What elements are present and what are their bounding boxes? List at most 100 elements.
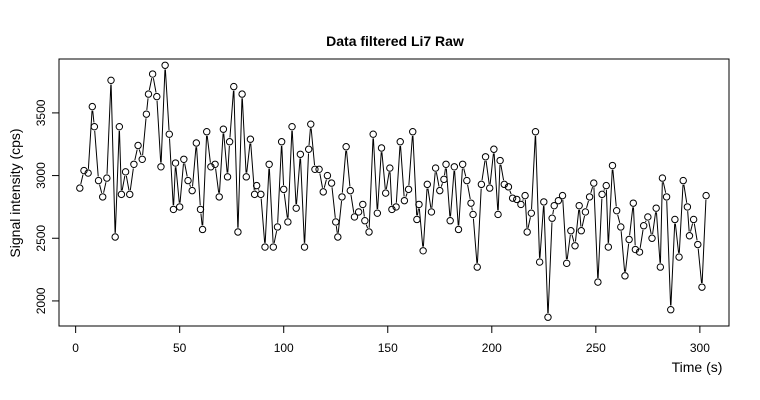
data-point xyxy=(685,232,694,240)
data-point xyxy=(473,263,481,271)
data-point xyxy=(192,139,201,147)
data-point xyxy=(667,306,675,314)
y-tick-label: 3500 xyxy=(34,99,48,126)
data-point xyxy=(315,165,323,174)
data-point xyxy=(494,210,502,219)
data-point xyxy=(277,138,286,146)
data-point xyxy=(280,185,288,194)
data-point xyxy=(598,190,606,199)
data-point xyxy=(535,258,544,266)
data-point xyxy=(94,176,103,185)
data-point xyxy=(288,122,296,131)
data-point xyxy=(292,204,300,212)
data-point xyxy=(671,215,679,224)
data-point xyxy=(88,102,96,111)
data-point xyxy=(252,181,261,190)
data-point xyxy=(153,92,161,101)
y-tick-label: 2500 xyxy=(34,225,48,252)
data-point xyxy=(117,190,126,199)
data-point xyxy=(373,209,382,217)
data-point xyxy=(250,190,259,199)
x-axis-label: Time (s) xyxy=(672,359,723,375)
data-point xyxy=(656,263,665,271)
data-point xyxy=(679,176,687,185)
data-point xyxy=(621,272,629,280)
data-point xyxy=(121,168,130,176)
data-point xyxy=(311,165,319,174)
data-point xyxy=(431,164,440,172)
data-point xyxy=(550,201,558,210)
data-point xyxy=(427,208,436,216)
data-point xyxy=(350,213,359,221)
data-point xyxy=(215,193,223,201)
data-point xyxy=(612,206,621,215)
data-point xyxy=(648,234,656,242)
data-point xyxy=(513,195,521,204)
data-point xyxy=(469,210,477,219)
data-point xyxy=(477,180,486,189)
data-point xyxy=(544,313,552,321)
data-point xyxy=(327,179,336,187)
data-point xyxy=(694,240,702,249)
x-tick-label: 250 xyxy=(586,341,606,355)
data-point xyxy=(361,217,369,225)
data-point xyxy=(207,163,215,171)
data-point xyxy=(242,173,250,181)
data-point xyxy=(246,135,255,143)
data-point xyxy=(323,171,332,180)
data-point xyxy=(490,145,498,153)
data-point xyxy=(590,179,598,187)
data-point xyxy=(84,169,92,177)
data-point xyxy=(388,205,396,214)
data-point xyxy=(180,155,188,163)
data-point xyxy=(440,175,448,184)
data-point xyxy=(211,160,219,169)
data-point xyxy=(144,90,153,98)
data-point xyxy=(602,181,610,190)
x-tick-label: 0 xyxy=(72,341,79,355)
data-point xyxy=(508,194,517,202)
data-point xyxy=(138,155,146,163)
data-point xyxy=(458,160,467,169)
data-point xyxy=(99,193,107,201)
data-point xyxy=(300,243,309,251)
data-point xyxy=(161,61,169,69)
data-point xyxy=(698,283,706,291)
data-point xyxy=(175,203,184,211)
data-point xyxy=(517,200,525,209)
data-point xyxy=(486,184,494,192)
data-point xyxy=(554,196,563,205)
data-point xyxy=(273,223,282,231)
data-point xyxy=(575,201,583,210)
data-point xyxy=(265,160,273,169)
data-point xyxy=(354,208,363,216)
data-point xyxy=(463,176,471,185)
y-tick-label: 3000 xyxy=(34,162,48,189)
data-point xyxy=(342,143,350,151)
data-point xyxy=(126,190,134,199)
data-point xyxy=(334,233,342,241)
data-point xyxy=(269,243,278,251)
data-point xyxy=(169,205,178,214)
data-point xyxy=(467,199,475,207)
data-point xyxy=(225,138,234,146)
data-point xyxy=(346,186,354,195)
data-point xyxy=(702,191,710,200)
data-point xyxy=(307,120,315,128)
data-point xyxy=(377,144,386,152)
data-point xyxy=(223,173,232,181)
data-points xyxy=(76,61,710,321)
data-point xyxy=(184,176,192,185)
data-point xyxy=(446,217,454,225)
data-point xyxy=(400,196,409,205)
data-point xyxy=(188,186,196,195)
data-point xyxy=(662,193,671,201)
data-point xyxy=(521,191,529,200)
data-point xyxy=(548,214,556,222)
data-point xyxy=(369,130,377,138)
data-point xyxy=(567,227,575,235)
data-point xyxy=(304,145,313,153)
x-tick-label: 150 xyxy=(378,341,398,355)
y-axis: 2000 2500 3000 3500 xyxy=(34,99,60,314)
